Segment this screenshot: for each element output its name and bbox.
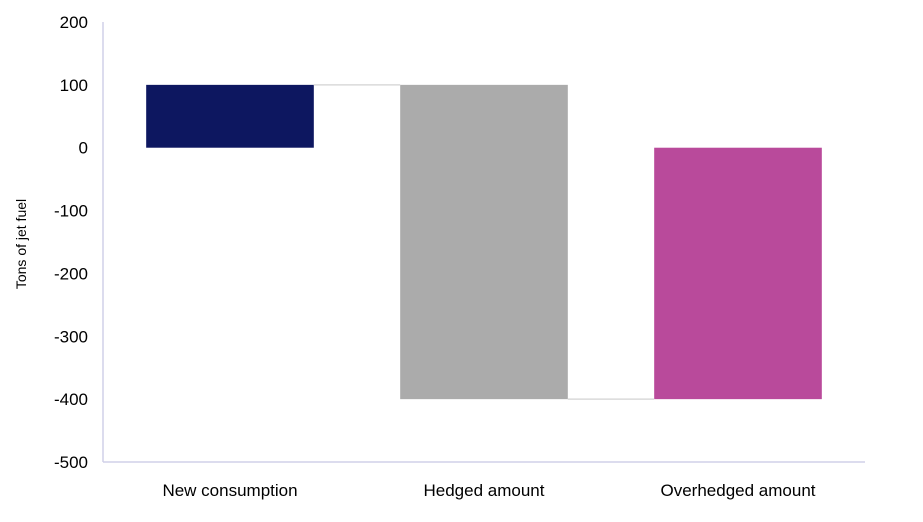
bars (146, 84, 822, 400)
y-tick-label: 200 (60, 13, 88, 32)
connector-lines (313, 84, 655, 400)
axes (102, 22, 865, 463)
y-tick-label: 0 (79, 139, 88, 158)
y-tick-label: -200 (54, 264, 88, 283)
bar-new-consumption (146, 84, 314, 148)
y-tick-label: -400 (54, 390, 88, 409)
category-labels: New consumption Hedged amount Overhedged a… (162, 481, 815, 500)
y-axis-title: Tons of jet fuel (13, 199, 29, 289)
y-tick-label: 100 (60, 76, 88, 95)
bar-hedged-amount (400, 84, 568, 400)
x-category-label: New consumption (162, 481, 297, 500)
y-axis-ticks: 200 100 0 -100 -200 -300 -400 -500 (54, 13, 88, 472)
bar-overhedged-amount (654, 147, 822, 400)
y-tick-label: -500 (54, 453, 88, 472)
x-category-label: Hedged amount (424, 481, 545, 500)
y-tick-label: -300 (54, 327, 88, 346)
x-category-label: Overhedged amount (661, 481, 816, 500)
y-tick-label: -100 (54, 202, 88, 221)
